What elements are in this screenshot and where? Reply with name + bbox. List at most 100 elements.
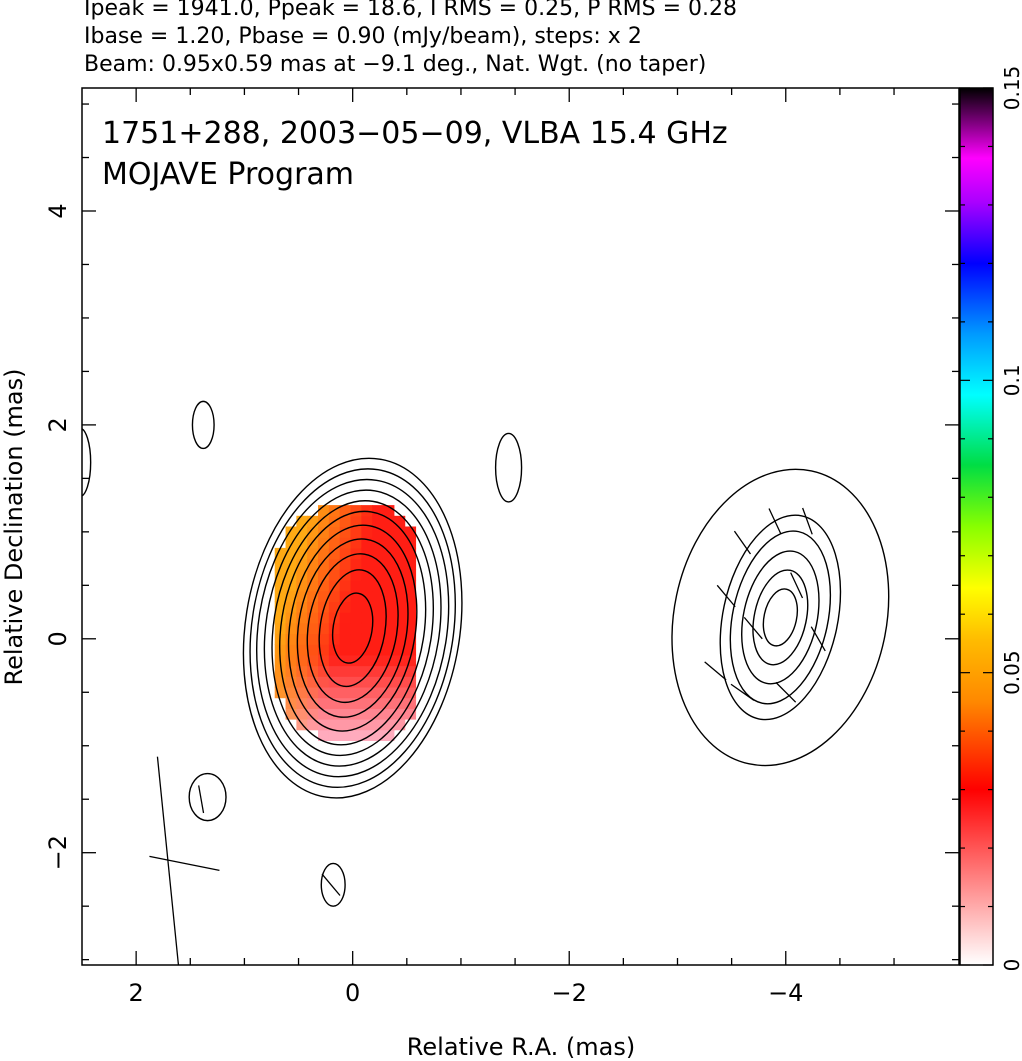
contour — [320, 862, 346, 907]
pixel — [372, 719, 384, 731]
contour-group-noise-2 — [494, 432, 523, 503]
pixel — [285, 590, 297, 602]
pixel — [372, 633, 384, 645]
pixel — [393, 579, 406, 592]
pixel — [404, 676, 417, 688]
pixel — [328, 729, 341, 742]
pixel — [372, 601, 384, 613]
contour — [752, 569, 809, 666]
pixel — [274, 612, 287, 624]
contour — [82, 428, 92, 497]
pixel — [274, 558, 287, 570]
pixel — [328, 547, 341, 560]
pixel — [339, 601, 352, 613]
pixel — [296, 644, 308, 656]
pixel — [274, 569, 287, 581]
pixel — [361, 654, 373, 667]
colorbar — [959, 87, 994, 966]
pixel — [307, 569, 319, 581]
pixel — [350, 622, 362, 635]
pixel — [404, 601, 417, 613]
pixel — [318, 719, 330, 731]
y-tick-label: −2 — [44, 835, 72, 870]
header-line-1: Ipeak = 1941.0, Ppeak = 18.6, I RMS = 0.… — [84, 0, 737, 21]
pixel — [372, 515, 384, 528]
polarization-vector — [802, 507, 813, 535]
pixel — [274, 686, 287, 699]
polarization-vector — [321, 873, 341, 896]
pixel — [328, 708, 341, 720]
polarization-vector — [716, 584, 736, 608]
polarization-vector — [743, 616, 763, 640]
pixel — [350, 579, 362, 592]
pixel — [307, 612, 319, 624]
pixel — [350, 729, 362, 742]
pixel — [361, 622, 373, 635]
pixel — [361, 515, 373, 528]
pixel — [372, 590, 384, 602]
pixel — [350, 686, 362, 699]
pixel — [307, 633, 319, 645]
pixel — [318, 654, 330, 667]
pixel — [350, 590, 362, 602]
pixel — [350, 515, 362, 528]
x-tick-label: −4 — [768, 979, 803, 1007]
pixel — [296, 547, 308, 560]
pixel — [296, 708, 308, 720]
pixel — [393, 708, 406, 720]
pixel — [318, 537, 330, 549]
contour — [249, 468, 456, 789]
pixel — [350, 569, 362, 581]
pixel — [361, 612, 373, 624]
pixel — [361, 644, 373, 656]
pixel — [404, 612, 417, 624]
contour-group-noise-1 — [191, 400, 215, 450]
pixel — [372, 505, 384, 517]
pixel — [328, 697, 341, 709]
pixel — [382, 622, 395, 635]
pixel — [361, 708, 373, 720]
pixel — [318, 644, 330, 656]
pixel — [328, 601, 341, 613]
pixel — [274, 676, 287, 688]
axis-ticks: 2 0 −2 −4 −2 0 2 4 — [44, 88, 959, 1007]
pixel — [307, 665, 319, 677]
pixel — [361, 537, 373, 549]
pixel — [274, 601, 287, 613]
contour — [271, 500, 435, 757]
pixel — [296, 515, 308, 528]
contour — [306, 553, 399, 704]
contour — [331, 592, 374, 664]
pixel — [393, 526, 406, 538]
pixel — [372, 547, 384, 560]
polarization-vector — [790, 572, 804, 599]
header-line-3: Beam: 0.95x0.59 mas at −9.1 deg., Nat. W… — [84, 52, 707, 77]
contour — [318, 569, 387, 688]
pixel — [318, 697, 330, 709]
pixel — [372, 654, 384, 667]
pixel — [285, 537, 297, 549]
pixel — [296, 633, 308, 645]
contour-group-jet-component — [671, 468, 890, 767]
pixel — [382, 612, 395, 624]
pixel — [382, 547, 395, 560]
pixel — [372, 558, 384, 570]
pixel — [361, 676, 373, 688]
pixel — [393, 515, 406, 528]
pixel — [404, 569, 417, 581]
contour — [287, 524, 418, 732]
pixel — [339, 644, 352, 656]
pixel — [328, 686, 341, 699]
pixel — [350, 601, 362, 613]
pixel — [382, 558, 395, 570]
pixel — [361, 590, 373, 602]
pixel — [350, 612, 362, 624]
pixel — [318, 729, 330, 742]
pixel — [307, 590, 319, 602]
contour — [719, 514, 842, 721]
pixel — [296, 622, 308, 635]
pixel — [285, 676, 297, 688]
pixel — [328, 654, 341, 667]
pixel — [318, 633, 330, 645]
